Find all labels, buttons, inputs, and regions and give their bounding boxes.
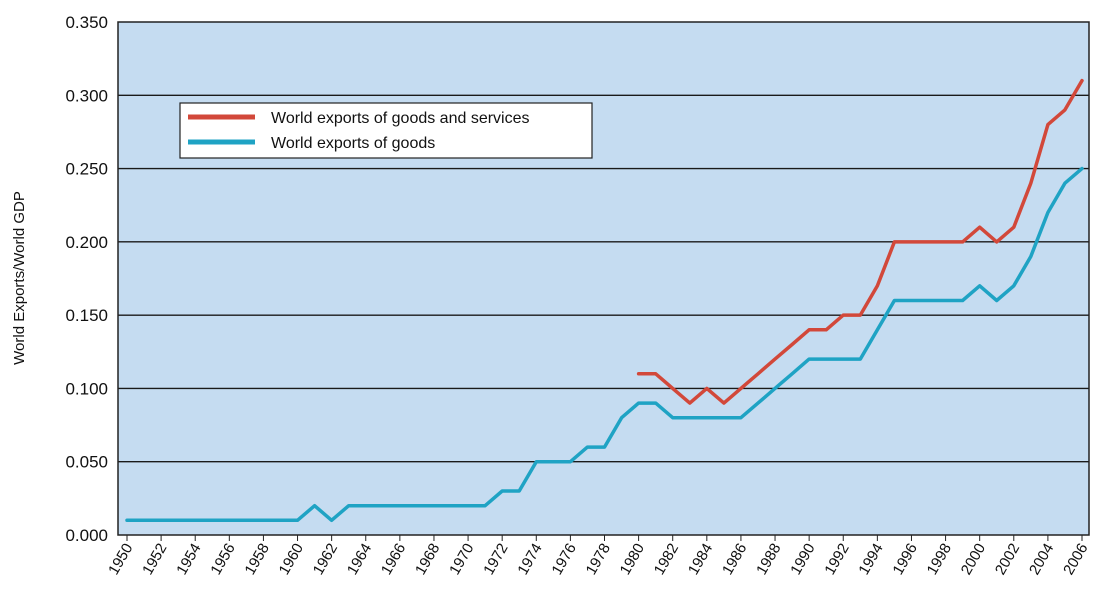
legend-label-goods-services: World exports of goods and services [271, 110, 530, 127]
legend-box [179, 102, 593, 159]
y-axis-title: World Exports/World GDP [11, 191, 28, 365]
x-tick-label: 1992 [821, 541, 852, 578]
plot-border [117, 21, 1090, 536]
plot-area [118, 22, 1089, 535]
x-tick-label: 1978 [583, 541, 614, 578]
x-tick-label: 1968 [412, 541, 443, 578]
x-tick-label: 1956 [207, 541, 238, 578]
y-tick-label: 0.150 [65, 306, 108, 325]
y-tick-label: 0.350 [65, 13, 108, 32]
series-line-goods-services [636, 78, 1084, 405]
x-tick-label: 1972 [480, 541, 511, 578]
x-tick-label: 1986 [719, 541, 750, 578]
x-tick-label: 1966 [378, 541, 409, 578]
x-tick-label: 1984 [685, 541, 716, 578]
gridlines [118, 94, 1089, 463]
x-tick-label: 1998 [924, 541, 955, 578]
x-tick-label: 1962 [310, 541, 341, 578]
x-tick-label: 1988 [753, 541, 784, 578]
y-tick-label: 0.050 [65, 453, 108, 472]
series-line-goods [125, 166, 1084, 523]
x-tick-label: 1982 [651, 541, 682, 578]
y-tick-label: 0.250 [65, 160, 108, 179]
x-tick-label: 1950 [105, 541, 136, 578]
x-tick-labels: 1950 1952 1954 1956 1958 1960 1962 1964 1966 1968… [105, 541, 1091, 578]
x-tick-label: 1970 [446, 541, 477, 578]
x-tick-label: 1952 [139, 541, 170, 578]
x-tick-label: 2002 [992, 541, 1023, 578]
x-tick-label: 1990 [787, 541, 818, 578]
y-tick-labels: 0.000 0.050 0.100 0.150 0.200 0.250 0.300 0.350 [65, 13, 108, 545]
x-tick-label: 1960 [276, 541, 307, 578]
x-tick-label: 2000 [958, 541, 989, 578]
x-tick-label: 1974 [514, 541, 545, 578]
y-tick-label: 0.000 [65, 526, 108, 545]
x-tick-label: 1976 [548, 541, 579, 578]
legend: World exports of goods and services Worl… [179, 102, 593, 159]
x-axis-ticks [126, 535, 1083, 541]
y-tick-label: 0.300 [65, 86, 108, 105]
x-tick-label: 2004 [1026, 541, 1057, 578]
legend-label-goods: World exports of goods [271, 135, 435, 152]
x-tick-label: 1964 [344, 541, 375, 578]
x-tick-label: 1994 [855, 541, 886, 578]
series-lines [125, 78, 1084, 523]
x-tick-label: 1980 [617, 541, 648, 578]
x-tick-label: 1958 [241, 541, 272, 578]
x-tick-label: 1954 [173, 541, 204, 578]
x-tick-label: 1996 [890, 541, 921, 578]
y-tick-label: 0.100 [65, 379, 108, 398]
y-tick-label: 0.200 [65, 233, 108, 252]
x-tick-label: 2006 [1060, 541, 1091, 578]
